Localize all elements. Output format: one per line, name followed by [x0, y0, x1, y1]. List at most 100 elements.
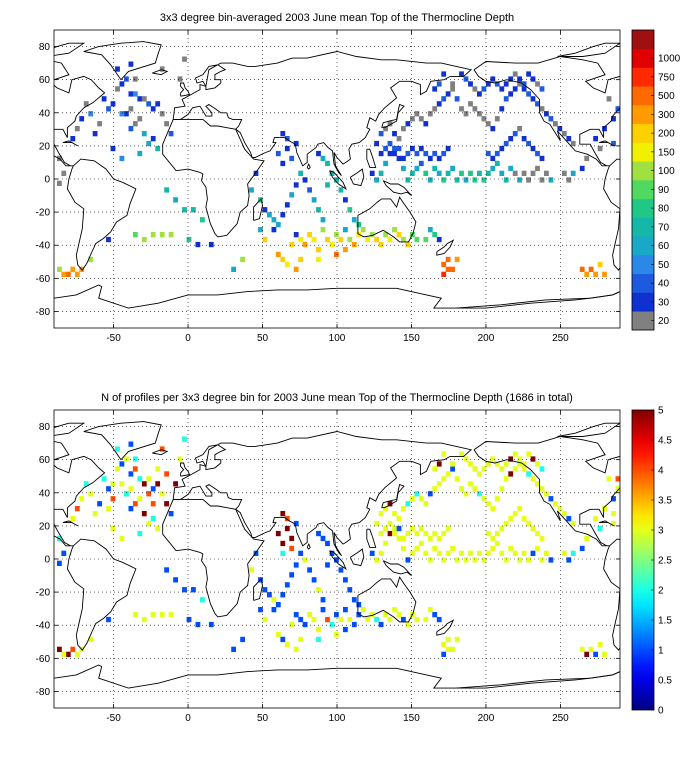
profile-count-y-tick-label: -40	[36, 621, 51, 632]
depth-map-y-tick-label: 0	[44, 175, 50, 186]
depth-map-bin	[418, 160, 424, 167]
profile-count-bin	[374, 557, 379, 563]
profile-count-bin	[548, 557, 554, 563]
depth-map-bin	[553, 121, 558, 127]
depth-map-bin	[378, 241, 384, 248]
depth-map-bin	[432, 165, 438, 172]
depth-map-bin	[526, 71, 531, 77]
profile-count-bin	[423, 616, 429, 623]
depth-map-colorbar-label: 500	[658, 91, 675, 102]
depth-map-coastline	[54, 284, 620, 309]
depth-map-bin	[374, 177, 379, 183]
profile-count-bin	[293, 612, 299, 618]
profile-count-colorbar-label: 4	[658, 466, 664, 477]
depth-map-colorbar-swatch	[632, 217, 654, 237]
depth-map-bin	[401, 126, 406, 132]
depth-map-bin	[101, 96, 107, 102]
profile-count-bin	[88, 491, 94, 497]
profile-count-bin	[436, 481, 442, 487]
profile-count-bin	[128, 486, 134, 492]
depth-map-bin	[481, 86, 487, 92]
profile-count-bin	[512, 550, 518, 556]
depth-map-bin	[405, 150, 411, 157]
depth-map-bin	[423, 236, 429, 243]
depth-map-coastline	[357, 196, 417, 243]
profile-count-bin	[182, 436, 187, 442]
profile-count-bin	[499, 550, 505, 556]
profile-count-bin	[602, 651, 607, 657]
depth-map-colorbar-swatch	[632, 67, 654, 87]
profile-count-bin	[146, 520, 152, 527]
profile-count-coastline	[83, 421, 162, 461]
profile-count-bin	[320, 607, 326, 613]
depth-map-bin	[378, 170, 384, 176]
profile-count-bin	[463, 456, 469, 462]
depth-map-bin	[557, 126, 563, 132]
depth-map-bin	[280, 131, 286, 137]
depth-map-bin	[182, 207, 187, 213]
profile-count-bin	[512, 466, 518, 472]
profile-count-x-tick-label: -50	[106, 713, 121, 724]
profile-count-colorbar-label: 0.5	[658, 676, 672, 687]
profile-count-bin	[450, 461, 455, 467]
depth-map-bin	[512, 86, 518, 92]
depth-map-bin	[490, 155, 496, 162]
depth-map-bin	[427, 227, 433, 233]
profile-count-bin	[374, 520, 379, 527]
depth-map-bin	[530, 170, 536, 176]
profile-count-bin	[445, 636, 451, 643]
profile-count-bin	[128, 506, 134, 512]
depth-map-bin	[459, 71, 464, 77]
depth-map-x-tick-label: 100	[329, 333, 346, 344]
depth-map-bin	[231, 266, 236, 272]
depth-map-bin	[423, 121, 429, 127]
depth-map-bin	[499, 86, 505, 92]
profile-count-bin	[387, 616, 393, 623]
profile-count-bin	[360, 607, 366, 613]
profile-count-bin	[584, 651, 590, 657]
profile-count-bin	[106, 506, 111, 512]
depth-map-bin	[503, 177, 509, 183]
profile-count-coastline	[557, 422, 620, 437]
depth-map-bin	[597, 261, 603, 268]
profile-count-bin	[418, 540, 424, 547]
depth-map-bin	[436, 236, 442, 243]
profile-count-bin	[494, 496, 500, 502]
profile-count-bin	[463, 491, 469, 497]
profile-count-bin	[481, 496, 487, 502]
profile-count-bin	[418, 525, 424, 532]
profile-count-bin	[124, 491, 129, 497]
profile-count-bin	[405, 530, 411, 537]
profile-count-bin	[441, 641, 447, 648]
depth-map-bin	[124, 111, 129, 117]
depth-map-bin	[450, 86, 455, 92]
profile-count-bin	[539, 466, 545, 472]
depth-map-bin	[396, 136, 402, 142]
depth-map-bin	[611, 140, 616, 147]
depth-map-y-tick-label: 80	[39, 42, 51, 53]
profile-count-bin	[494, 540, 500, 547]
depth-map-bin	[298, 170, 304, 176]
profile-count-bin	[472, 466, 478, 472]
depth-map-bin	[561, 170, 567, 176]
profile-count-bin	[115, 466, 120, 472]
profile-count-bin	[445, 550, 451, 556]
depth-map-bin	[526, 177, 531, 183]
depth-map-bin	[508, 76, 514, 82]
profile-count-bin	[267, 592, 272, 598]
profile-count-bin	[490, 545, 496, 552]
depth-map-coastline	[172, 51, 473, 177]
profile-count-bin	[383, 525, 388, 532]
depth-map-colorbar-label: 1000	[658, 54, 681, 65]
depth-map-bin	[271, 227, 277, 233]
depth-map-colorbar-label: 300	[658, 110, 675, 121]
profile-count-bin	[530, 456, 536, 462]
profile-count-bin	[325, 540, 330, 547]
depth-map-bin	[61, 271, 67, 277]
depth-map-coastline	[54, 42, 86, 56]
profile-count-bin	[553, 501, 558, 507]
profile-count-x-tick-label: 250	[552, 713, 569, 724]
depth-map-bin	[150, 106, 156, 112]
depth-map-coastline	[381, 103, 405, 129]
depth-map-bin	[334, 232, 339, 238]
